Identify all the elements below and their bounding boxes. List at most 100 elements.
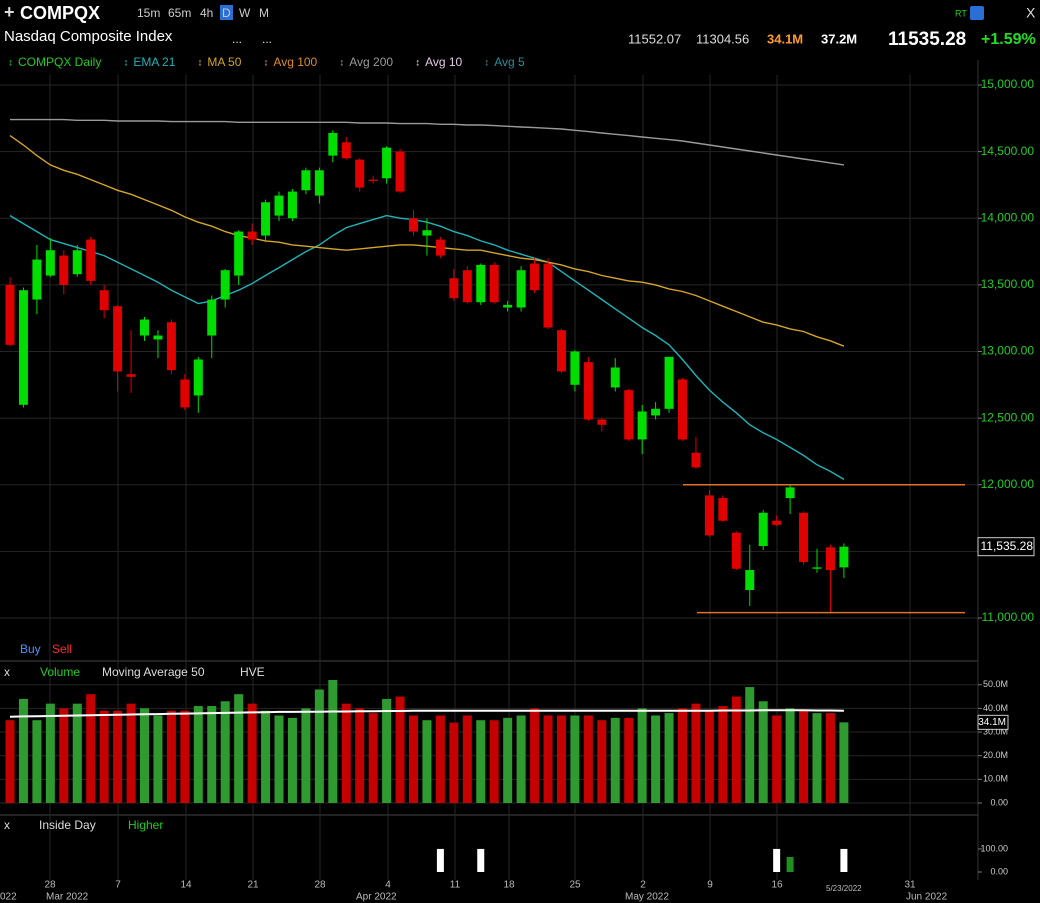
candle-body: [839, 546, 849, 568]
volume-bar: [758, 701, 768, 803]
candle-body: [220, 270, 230, 300]
dots[interactable]: ...: [232, 32, 242, 46]
x-tick-label: 25: [569, 880, 581, 891]
volume-bar: [422, 720, 432, 803]
candle-body: [772, 520, 782, 525]
month-label: Jun 2022: [906, 892, 948, 903]
volume-bar: [462, 715, 472, 803]
timeframe[interactable]: W: [239, 6, 251, 20]
volume-bar: [140, 708, 149, 803]
x-tick-label: 18: [503, 880, 515, 891]
x-tick-label: 4: [385, 880, 391, 891]
buy-label[interactable]: Buy: [20, 642, 41, 656]
candle-body: [435, 239, 445, 256]
volume-bar: [772, 715, 782, 803]
timeframe[interactable]: 65m: [168, 6, 191, 20]
x-tick-label: 21: [247, 880, 259, 891]
volume-bar: [610, 717, 620, 803]
candle-body: [503, 304, 513, 308]
pane-label[interactable]: HVE: [240, 665, 265, 679]
pane-label[interactable]: x: [4, 818, 10, 832]
average-line: [9, 709, 844, 718]
rt-badge[interactable]: RT: [955, 8, 967, 18]
volume-bar: [825, 713, 835, 803]
last-price-label: 11,535.28: [981, 539, 1034, 553]
volume-bar: [86, 694, 96, 803]
y-tick-label: 40.0M: [983, 703, 1008, 713]
series-label[interactable]: Inside Day: [39, 818, 96, 832]
candle-body: [193, 359, 203, 396]
volume-bar: [193, 706, 203, 803]
legend-marker: ↕: [123, 58, 128, 69]
candle-body: [153, 335, 163, 340]
candle-body: [624, 390, 634, 440]
volume-bar: [556, 715, 566, 803]
y-tick-label: 13,500.00: [981, 277, 1035, 291]
sell-label[interactable]: Sell: [52, 642, 72, 656]
candle-body: [745, 570, 755, 591]
y-tick-label: 14,500.00: [981, 144, 1035, 158]
y-tick-label: 12,000.00: [981, 477, 1035, 491]
candle-body: [382, 147, 392, 179]
y-tick-label: 12,500.00: [981, 410, 1035, 424]
timeframe[interactable]: M: [259, 6, 269, 20]
indicator-bar: [786, 857, 794, 872]
candle-body: [530, 263, 540, 291]
volume-bar: [530, 708, 540, 803]
timeframe[interactable]: 4h: [200, 6, 213, 20]
candle-body: [328, 132, 338, 156]
volume-bar: [449, 722, 459, 803]
candle-body: [516, 270, 526, 308]
candle-body: [32, 259, 42, 300]
legend-entry[interactable]: Avg 5: [494, 55, 525, 69]
moving-average-line: [10, 118, 845, 166]
volume-bar: [516, 715, 526, 803]
timeframe[interactable]: D: [222, 6, 231, 20]
candle-body: [799, 512, 809, 563]
close-button[interactable]: X: [1026, 5, 1036, 21]
dots[interactable]: ...: [262, 32, 272, 46]
volume-bar: [691, 703, 701, 803]
y-tick-label: 100.00: [980, 843, 1008, 853]
pane-label[interactable]: Volume: [40, 665, 80, 679]
candle-body: [678, 379, 687, 440]
volume-bar: [113, 710, 123, 803]
candle-body: [449, 278, 459, 299]
series-label[interactable]: Moving Average 50: [102, 665, 205, 679]
volume-bar: [72, 703, 82, 803]
y-tick-label: 10.0M: [983, 774, 1008, 784]
month-label: 022: [0, 892, 17, 903]
legend-entry[interactable]: Avg 100: [273, 55, 317, 69]
volume-bar: [664, 713, 674, 803]
legend-entry[interactable]: EMA 21: [133, 55, 175, 69]
candle-body: [368, 179, 378, 181]
candle-body: [341, 142, 351, 159]
legend-entry[interactable]: MA 50: [207, 55, 241, 69]
candle-body: [556, 330, 566, 372]
candle-body: [126, 374, 136, 377]
candle-body: [583, 362, 593, 420]
timeframe-active[interactable]: [220, 5, 233, 20]
candle-body: [395, 151, 405, 192]
volume-bar: [799, 710, 809, 803]
timeframe[interactable]: 15m: [137, 6, 160, 20]
pane-label[interactable]: x: [4, 665, 10, 679]
symbol[interactable]: COMPQX: [20, 3, 100, 23]
legend-entry[interactable]: Avg 200: [349, 55, 393, 69]
volume-bar: [287, 717, 297, 803]
legend-entry[interactable]: Avg 10: [425, 55, 462, 69]
volume-bar: [731, 696, 741, 803]
candle-body: [113, 306, 123, 372]
y-tick-label: 0.00: [990, 866, 1008, 876]
volume-bar: [166, 710, 176, 803]
y-tick-label: 14,000.00: [981, 210, 1035, 224]
series-label[interactable]: Higher: [128, 818, 163, 832]
y-tick-label: 11,000.00: [982, 610, 1035, 624]
legend-entry[interactable]: COMPQX Daily: [18, 55, 101, 69]
candle-body: [664, 356, 674, 409]
add-icon[interactable]: +: [4, 2, 15, 22]
volume-bar: [543, 715, 553, 803]
volume-bar: [261, 710, 271, 803]
candle-body: [409, 218, 418, 232]
s-button[interactable]: [970, 6, 984, 20]
